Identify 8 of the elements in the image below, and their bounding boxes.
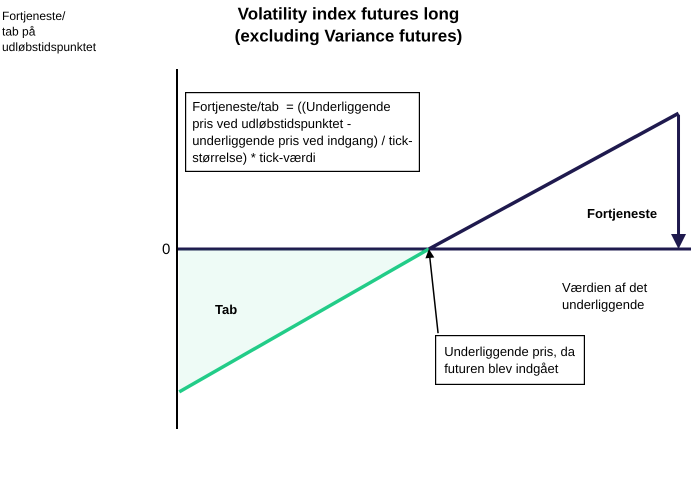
text: 0 bbox=[162, 241, 170, 258]
annotation: Tab bbox=[215, 302, 238, 317]
annotation: Fortjeneste bbox=[587, 206, 658, 221]
annotation: Underliggende pris, da futuren blev indgået bbox=[444, 344, 576, 376]
text: Fortjeneste/ tab på udløbstidspunktet bbox=[2, 9, 97, 54]
annotation: Fortjeneste/tab = ((Underliggende pris ved udløbstidspunktet - underliggende pris ved indgang) / tick- størrelse) * tick-værdi bbox=[192, 99, 413, 165]
x-axis-title: Værdien af det underliggende bbox=[562, 280, 648, 312]
chart-title: Volatility index futures long (excluding Variance futures) bbox=[234, 4, 462, 46]
